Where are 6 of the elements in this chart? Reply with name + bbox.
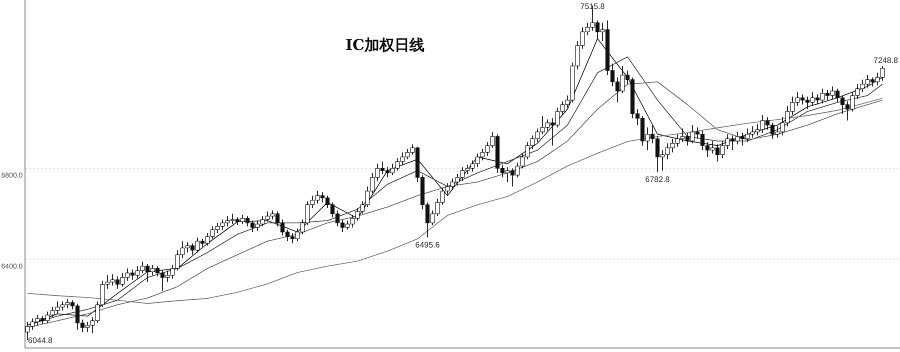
annotation: 7515.8 [580,2,606,11]
annotation: 6782.8 [645,175,670,184]
annotation: 6044.8 [28,336,54,345]
annotation: 7248.8 [874,56,899,66]
text: IC加权日线 [346,36,424,54]
annotation: 6495.6 [415,240,440,250]
